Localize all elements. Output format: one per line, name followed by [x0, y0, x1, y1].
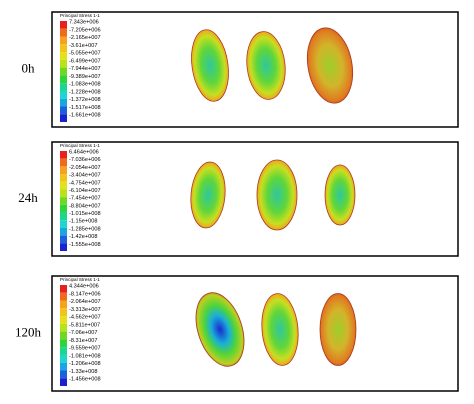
legend-swatch: [60, 204, 67, 213]
legend-swatch: [60, 59, 67, 68]
legend-swatch: [60, 52, 67, 60]
panel-frame: [51, 275, 459, 392]
legend-swatch: [60, 90, 67, 99]
legend-entry: -7.205e+006: [69, 27, 101, 33]
specimen: [306, 27, 354, 104]
legend-entry: -1.228e+008: [69, 89, 101, 95]
legend-entry: -7.944e+007: [69, 66, 101, 72]
legend-swatch: [60, 44, 67, 53]
legend-swatch: [60, 83, 67, 91]
legend-swatch: [60, 316, 67, 324]
legend-entry: -1.517e+008: [69, 105, 101, 111]
legend-swatch: [60, 378, 67, 386]
legend-entry: -1.372e+008: [69, 97, 101, 103]
legend-swatch: [60, 166, 67, 175]
legend-entry: -1.661e+008: [69, 113, 101, 119]
legend-entry: -1.33e+008: [69, 369, 97, 375]
legend-swatch: [60, 106, 67, 115]
legend-title: Principal Stress 1-1: [60, 13, 100, 18]
panel-frame: [51, 11, 459, 128]
legend-swatch: [60, 347, 67, 355]
legend-entry: -1.081e+008: [69, 353, 101, 359]
legend-entry: -6.104e+007: [69, 188, 101, 194]
legend-title: Principal Stress 1-1: [60, 143, 100, 148]
legend-swatch: [60, 220, 67, 228]
legend-swatch: [60, 197, 67, 205]
legend-swatch: [60, 212, 67, 221]
specimen: [324, 164, 356, 226]
legend-swatch: [60, 189, 67, 198]
legend-entry: -4.754e+007: [69, 180, 101, 186]
legend-entry: -6.499e+007: [69, 58, 101, 64]
legend-entry: -3.404e+007: [69, 173, 101, 179]
legend-entry: -3.61e+007: [69, 43, 97, 49]
legend-swatch: [60, 151, 67, 159]
legend-entry: -1.456e+008: [69, 377, 101, 383]
legend-swatch: [60, 67, 67, 76]
legend-entry: -9.559e+007: [69, 346, 101, 352]
legend-entry: -5.811e+007: [69, 322, 100, 328]
legend-entry: 4.344e+006: [69, 283, 99, 289]
legend-entry: -7.036e+006: [69, 157, 101, 163]
legend-swatch: [60, 323, 67, 332]
specimen: [195, 292, 245, 367]
legend-entry: -1.015e+008: [69, 211, 101, 217]
specimen: [256, 159, 298, 231]
legend-swatch: [60, 36, 67, 45]
legend-entry: -2.064e+007: [69, 299, 101, 305]
legend-swatch: [60, 174, 67, 182]
legend-entry: -7.06e+007: [69, 330, 97, 336]
specimen: [261, 293, 299, 366]
legend-swatch: [60, 158, 67, 167]
legend-entry: 6.464e+006: [69, 149, 99, 155]
legend-entry: -1.42e+008: [69, 234, 97, 240]
legend-swatch: [60, 354, 67, 363]
legend-swatch: [60, 21, 67, 29]
legend-entry: -2.054e+007: [69, 165, 101, 171]
legend-title: Principal Stress 1-1: [60, 277, 100, 282]
legend-swatch: [60, 235, 67, 244]
legend-entry: -1.285e+008: [69, 226, 101, 232]
legend-entry: -4.562e+007: [69, 315, 101, 321]
legend-swatch: [60, 28, 67, 37]
specimen: [319, 293, 357, 366]
legend-swatch: [60, 227, 67, 236]
legend-swatch: [60, 98, 67, 107]
legend-swatch: [60, 331, 67, 340]
legend-entry: -1.206e+008: [69, 361, 101, 367]
legend-swatch: [60, 181, 67, 190]
legend-entry: -8.31e+007: [69, 338, 97, 344]
legend-entry: -1.15e+008: [69, 219, 97, 225]
legend-entry: -8.804e+007: [69, 203, 101, 209]
panel-label: 0h: [22, 60, 36, 75]
legend-swatch: [60, 285, 67, 293]
specimen: [191, 29, 229, 102]
legend-swatch: [60, 370, 67, 379]
specimen: [246, 31, 286, 100]
legend-entry: -9.389e+007: [69, 74, 101, 80]
legend-entry: -2.165e+007: [69, 35, 101, 41]
legend-entry: -1.083e+008: [69, 82, 101, 88]
specimen: [190, 161, 226, 229]
legend-swatch: [60, 75, 67, 84]
legend-swatch: [60, 362, 67, 371]
legend-swatch: [60, 300, 67, 309]
legend-entry: -5.055e+007: [69, 51, 101, 57]
legend-swatch: [60, 339, 67, 348]
panel-label: 120h: [15, 324, 42, 339]
legend-entry: -3.313e+007: [69, 307, 101, 313]
legend-entry: -8.147e+006: [69, 291, 101, 297]
legend-entry: 7.343e+006: [69, 19, 99, 25]
panel-label: 24h: [18, 190, 38, 205]
legend-entry: -7.454e+007: [69, 196, 101, 202]
legend-swatch: [60, 308, 67, 317]
legend-swatch: [60, 292, 67, 301]
legend-swatch: [60, 114, 67, 122]
legend-swatch: [60, 243, 67, 251]
legend-entry: -1.555e+008: [69, 242, 101, 248]
panel-frame: [51, 141, 459, 257]
